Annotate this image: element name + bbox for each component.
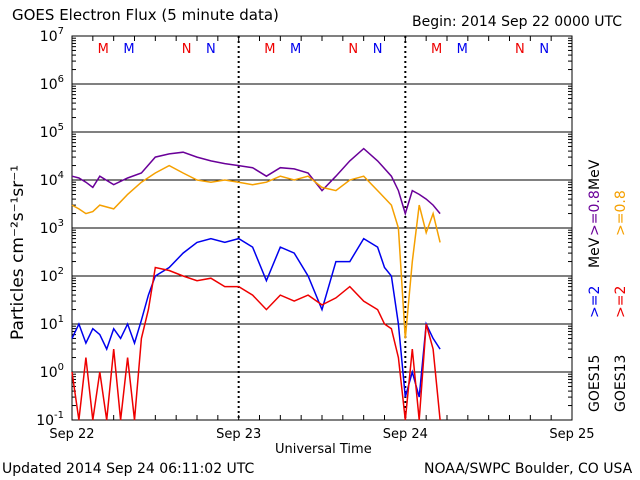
chart-title: GOES Electron Flux (5 minute data)	[12, 6, 279, 24]
legend-e2-goes15: >=2	[587, 285, 603, 318]
y-tick-label: 106	[40, 74, 64, 93]
event-marker: M	[431, 42, 442, 57]
y-tick-label: 105	[40, 122, 64, 141]
event-marker: N	[373, 42, 383, 57]
x-tick-label: Sep 25	[549, 427, 594, 442]
x-tick-label: Sep 24	[383, 427, 428, 442]
updated-time: Updated 2014 Sep 24 06:11:02 UTC	[2, 461, 255, 477]
legend-e2-goes13: >=2	[613, 285, 629, 318]
x-tick-label: Sep 23	[216, 427, 261, 442]
event-marker: N	[539, 42, 549, 57]
event-marker: M	[264, 42, 275, 57]
event-marker: N	[515, 42, 525, 57]
event-marker: N	[348, 42, 358, 57]
y-tick-label: 107	[40, 26, 64, 45]
event-marker: N	[182, 42, 192, 57]
event-marker: M	[98, 42, 109, 57]
credit: NOAA/SWPC Boulder, CO USA	[424, 461, 633, 477]
series-line	[71, 237, 441, 398]
series-line	[71, 164, 441, 339]
legend-e08-goes13: >=0.8	[613, 190, 629, 236]
series-line	[71, 147, 441, 217]
legend-goes15: GOES15	[587, 354, 603, 412]
y-tick-label: 100	[40, 362, 64, 381]
x-axis-label: Universal Time	[275, 442, 372, 457]
y-tick-label: 101	[40, 314, 64, 333]
y-tick-label: 102	[40, 266, 64, 285]
y-tick-label: 104	[40, 170, 64, 189]
event-marker: M	[290, 42, 301, 57]
y-tick-label: 103	[40, 218, 64, 237]
legend-unit-b: MeV	[587, 159, 603, 190]
y-tick-label: 10-1	[36, 410, 64, 429]
legend-goes13: GOES13	[613, 354, 629, 412]
event-marker: N	[206, 42, 216, 57]
y-axis-label: Particles cm⁻²s⁻¹sr⁻¹	[8, 164, 28, 340]
legend-unit-a: MeV	[587, 237, 603, 268]
begin-time: Begin: 2014 Sep 22 0000 UTC	[412, 14, 623, 30]
x-tick-label: Sep 22	[49, 427, 94, 442]
event-marker: M	[123, 42, 134, 57]
event-marker: M	[457, 42, 468, 57]
series-line	[71, 266, 441, 421]
legend-e08-goes15: >=0.8	[587, 190, 603, 236]
